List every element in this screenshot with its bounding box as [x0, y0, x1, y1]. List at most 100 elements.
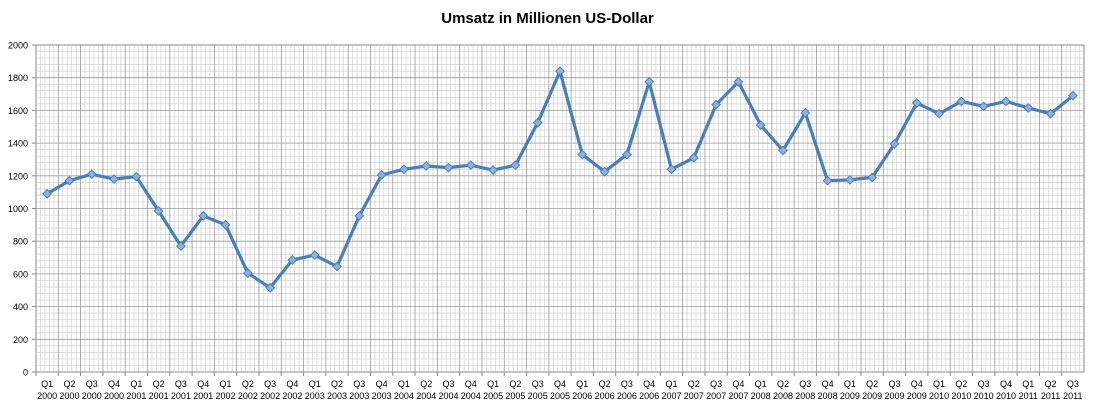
x-tick-label-quarter: Q2 — [1045, 379, 1057, 389]
x-tick-label-quarter: Q1 — [487, 379, 499, 389]
data-point — [532, 117, 543, 128]
x-tick-label-year: 2011 — [1063, 391, 1082, 401]
x-tick-label-quarter: Q2 — [599, 379, 611, 389]
x-tick-label-quarter: Q4 — [197, 379, 209, 389]
data-point — [911, 98, 922, 108]
data-point — [421, 161, 432, 171]
x-tick-label-year: 2004 — [461, 391, 481, 401]
x-tick-label-quarter: Q4 — [554, 379, 566, 389]
x-tick-label-year: 2007 — [706, 391, 726, 401]
x-tick-label-year: 2010 — [951, 391, 971, 401]
data-point — [599, 166, 610, 177]
data-point — [443, 162, 454, 173]
x-tick-label-year: 2003 — [305, 391, 325, 401]
x-tick-label-quarter: Q1 — [1022, 379, 1034, 389]
data-point — [778, 145, 788, 156]
x-tick-label-year: 2009 — [840, 391, 860, 401]
y-tick-label: 1000 — [8, 204, 28, 214]
x-tick-label-year: 2000 — [59, 391, 79, 401]
x-tick-label-year: 2005 — [505, 391, 525, 401]
x-tick-label-year: 2010 — [929, 391, 949, 401]
x-tick-label-quarter: Q4 — [822, 379, 834, 389]
x-tick-label-year: 2006 — [639, 391, 659, 401]
x-tick-label-year: 2006 — [595, 391, 615, 401]
x-tick-label-quarter: Q4 — [643, 379, 655, 389]
x-tick-label-year: 2008 — [818, 391, 838, 401]
data-point — [198, 210, 209, 221]
x-tick-label-year: 2002 — [260, 391, 280, 401]
x-tick-label-year: 2005 — [550, 391, 570, 401]
data-point — [844, 174, 855, 185]
x-tick-label-quarter: Q1 — [665, 379, 677, 389]
x-tick-label-quarter: Q1 — [398, 379, 410, 389]
x-tick-label-quarter: Q2 — [777, 379, 789, 389]
x-tick-label-quarter: Q4 — [465, 379, 477, 389]
x-tick-label-year: 2010 — [974, 391, 994, 401]
data-point — [800, 107, 811, 118]
y-tick-label: 1400 — [8, 139, 28, 149]
x-tick-label-quarter: Q2 — [509, 379, 521, 389]
data-point — [488, 165, 499, 175]
data-point — [354, 210, 365, 221]
data-point — [176, 241, 186, 252]
y-tick-label: 2000 — [8, 41, 28, 51]
data-point — [1001, 96, 1011, 107]
x-tick-label-quarter: Q2 — [242, 379, 254, 389]
x-tick-label-quarter: Q2 — [63, 379, 75, 389]
x-tick-label-year: 2003 — [372, 391, 392, 401]
data-point — [621, 149, 632, 160]
x-tick-label-quarter: Q3 — [175, 379, 187, 389]
x-tick-label-quarter: Q1 — [755, 379, 767, 389]
x-tick-label-quarter: Q2 — [420, 379, 432, 389]
y-tick-label: 600 — [13, 269, 28, 279]
series-group — [42, 66, 1078, 293]
x-tick-label-quarter: Q1 — [576, 379, 588, 389]
x-tick-label-quarter: Q2 — [688, 379, 700, 389]
x-tick-label-year: 2006 — [617, 391, 637, 401]
y-axis-ticks: 0 200 400 600 800 1000 1200 1400 1600 1800 2000 — [8, 41, 36, 378]
x-tick-label-quarter: Q4 — [286, 379, 298, 389]
x-tick-label-quarter: Q3 — [264, 379, 276, 389]
x-tick-label-year: 2000 — [37, 391, 57, 401]
data-point — [755, 120, 766, 131]
x-tick-label-year: 2007 — [728, 391, 748, 401]
data-point — [934, 108, 944, 119]
x-axis-ticks: Q1 2000 Q2 2000 Q3 2000 Q4 2000 Q1 2001 Q2 2001 Q3 20… — [35, 372, 1083, 401]
y-tick-label: 200 — [13, 335, 28, 345]
x-tick-label-quarter: Q2 — [866, 379, 878, 389]
data-point — [577, 149, 588, 160]
x-tick-label-year: 2001 — [171, 391, 191, 401]
x-tick-label-quarter: Q1 — [309, 379, 321, 389]
x-tick-label-quarter: Q4 — [1000, 379, 1012, 389]
data-point — [465, 160, 476, 171]
x-tick-label-quarter: Q1 — [220, 379, 232, 389]
data-point — [822, 175, 833, 186]
x-tick-label-year: 2005 — [528, 391, 548, 401]
x-tick-label-quarter: Q3 — [1067, 379, 1079, 389]
x-tick-label-year: 2009 — [862, 391, 882, 401]
x-tick-label-quarter: Q2 — [331, 379, 343, 389]
x-tick-label-year: 2007 — [661, 391, 681, 401]
data-point — [978, 101, 989, 112]
x-tick-label-quarter: Q3 — [710, 379, 722, 389]
y-tick-label: 1200 — [8, 171, 28, 181]
data-point — [376, 170, 387, 180]
data-point — [889, 139, 900, 149]
data-point — [644, 76, 655, 87]
y-tick-label: 800 — [13, 237, 28, 247]
x-tick-label-quarter: Q1 — [41, 379, 53, 389]
x-tick-label-quarter: Q1 — [844, 379, 856, 389]
x-tick-label-year: 2008 — [773, 391, 793, 401]
data-point — [399, 164, 409, 175]
y-tick-label: 1600 — [8, 106, 28, 116]
data-point — [733, 76, 744, 87]
y-tick-label: 1800 — [8, 73, 28, 83]
x-tick-label-quarter: Q4 — [732, 379, 744, 389]
x-tick-label-quarter: Q3 — [443, 379, 455, 389]
data-point — [287, 255, 298, 265]
x-tick-label-quarter: Q3 — [978, 379, 990, 389]
x-tick-label-quarter: Q2 — [955, 379, 967, 389]
x-tick-label-quarter: Q3 — [621, 379, 633, 389]
y-tick-label: 0 — [23, 368, 28, 378]
